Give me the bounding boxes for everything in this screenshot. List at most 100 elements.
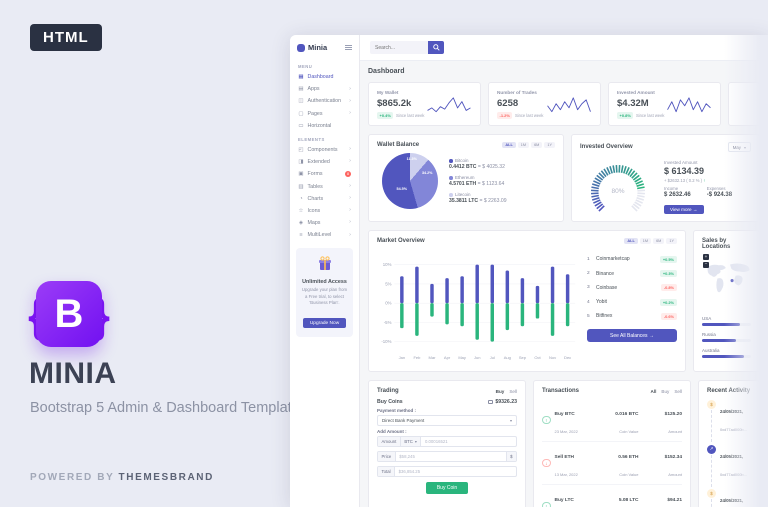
sidebar-item-multilevel[interactable]: ≡ MultiLevel ›: [290, 229, 359, 241]
amount-input[interactable]: 0.00016521: [424, 439, 448, 444]
sidebar-item-maps[interactable]: ◈ Maps ›: [290, 217, 359, 229]
tab-buy[interactable]: Buy: [495, 388, 505, 394]
rank-number: 2: [587, 271, 590, 277]
list-item[interactable]: 1 Coinmarketcap +0.5%: [587, 253, 677, 265]
sidebar-item-components[interactable]: ◰ Components ›: [290, 144, 359, 156]
svg-text:Feb: Feb: [413, 355, 421, 360]
zoom-in-button[interactable]: +: [703, 253, 709, 260]
delta-badge: +0.8%: [617, 111, 634, 119]
currency-select[interactable]: BTC ▾: [400, 437, 422, 446]
svg-text:Jan: Jan: [399, 355, 406, 360]
upgrade-card: Unlimited Access Upgrade your plan from …: [296, 248, 353, 337]
search-button[interactable]: [428, 41, 444, 54]
list-item[interactable]: 4 Yobit +0.2%: [587, 296, 677, 308]
legend-dot: [449, 193, 453, 197]
search-input[interactable]: [370, 41, 428, 54]
arrow-down-circle-icon: ↓: [542, 458, 551, 468]
transaction-row[interactable]: ↑ Buy BTC 23 Mar, 2022 0.016 BTC Coin Value $…: [542, 399, 682, 442]
legend-usd: = $ 1123.64: [476, 181, 505, 188]
invested-overview-card: Invested Overview May ▾ 80% Invested Amo…: [571, 134, 760, 222]
filter-1y-button[interactable]: 1Y: [666, 238, 677, 245]
legend-usd: = $ 4025.32: [476, 164, 505, 171]
progress-fill: [702, 323, 741, 326]
buy-coins-label: Buy Coins: [377, 399, 403, 405]
location-name: Australia: [702, 348, 720, 353]
activity-icon: $: [707, 489, 716, 498]
sidebar-item-label: Tables: [307, 183, 323, 190]
change-badge: +0.2%: [659, 298, 677, 306]
activity-item[interactable]: ↗ 24/05/2021, 0xd77ad000b...: [707, 444, 751, 487]
sidebar-item-apps[interactable]: ▤ Apps ›: [290, 83, 359, 95]
upgrade-now-button[interactable]: Upgrade Now: [302, 318, 347, 329]
payment-method-value: Direct Bank Payment: [382, 418, 425, 423]
income-value: $ 2632.46: [664, 192, 691, 199]
filter-all-button[interactable]: ALL: [624, 238, 638, 245]
sidebar-item-label: Forms: [307, 171, 323, 178]
market-bar-chart: 10% 5% 0% -5% -10% Jan Feb Mar Apr May Jun Jul Aug Se…: [381, 263, 576, 360]
extended-icon: ◨: [298, 159, 304, 166]
components-icon: ◰: [298, 147, 304, 154]
buy-coin-button[interactable]: Buy Coin: [425, 482, 469, 494]
svg-text:-5%: -5%: [384, 320, 392, 325]
sidebar-item-horizontal[interactable]: ▭ Horizontal: [290, 120, 359, 132]
upgrade-title: Unlimited Access: [302, 279, 347, 286]
sidebar-item-extended[interactable]: ◨ Extended ›: [290, 156, 359, 168]
view-more-button[interactable]: View more →: [664, 205, 704, 215]
filter-6m-button[interactable]: 6M: [653, 238, 665, 245]
search-bar: [370, 41, 444, 54]
exchange-name: Coinbase: [596, 284, 618, 291]
progress-track: [702, 339, 751, 342]
app-logo[interactable]: Minia: [290, 35, 359, 59]
tab-all[interactable]: All: [650, 388, 657, 394]
list-item[interactable]: 2 Binance +0.3%: [587, 268, 677, 280]
total-addon: Total: [378, 467, 396, 476]
see-all-balances-button[interactable]: See All Balances →: [587, 329, 677, 343]
wallet-legend: Bitcoin 0.4412 BTC = $ 4025.32 Ethereum …: [449, 158, 555, 204]
sidebar-item-authentication[interactable]: ◫ Authentication ›: [290, 95, 359, 107]
transaction-row[interactable]: ↑Buy LTC14 Mar, 20225.08 LTCCoin Value$9…: [542, 485, 682, 507]
horizontal-icon: ▭: [298, 122, 304, 129]
filter-1m-button[interactable]: 1M: [517, 142, 530, 149]
sidebar-item-pages[interactable]: ▢ Pages ›: [290, 108, 359, 120]
payment-method-select[interactable]: Direct Bank Payment ▾: [377, 415, 517, 426]
tab-buy[interactable]: Buy: [661, 388, 670, 394]
sidebar-item-icons[interactable]: ☆ Icons ›: [290, 205, 359, 217]
activity-item[interactable]: $24/05/2021,0xd77ad000b...: [707, 489, 751, 507]
filter-all-button[interactable]: ALL: [502, 142, 516, 149]
activity-hash: 0xd77ad000b...: [720, 427, 747, 432]
sidebar-item-charts[interactable]: ◔ Charts ›: [290, 193, 359, 205]
transactions-list: ↑ Buy BTC 23 Mar, 2022 0.016 BTC Coin Value $…: [542, 399, 682, 507]
sidebar-item-label: Charts: [307, 195, 324, 202]
activity-item[interactable]: $24/05/2021,0xd77ad000b...: [707, 400, 751, 442]
legend-item-ethereum: Ethereum 4.5701 ETH = $ 1123.64: [449, 175, 555, 187]
filter-1y-button[interactable]: 1Y: [544, 142, 555, 149]
filter-1m-button[interactable]: 1M: [639, 238, 652, 245]
tab-sell[interactable]: Sell: [674, 388, 682, 394]
filter-6m-button[interactable]: 6M: [531, 142, 543, 149]
price-input[interactable]: $58,245: [399, 454, 415, 459]
pages-icon: ▢: [298, 110, 304, 117]
sidebar-item-tables[interactable]: ▥ Tables ›: [290, 181, 359, 193]
list-item[interactable]: 3 Coinbase -0.8%: [587, 282, 677, 294]
legend-item-bitcoin: Bitcoin 0.4412 BTC = $ 4025.32: [449, 158, 555, 170]
svg-text:Jul: Jul: [490, 355, 495, 360]
activity-hash: 0xd77ad000b...: [720, 471, 747, 477]
brand-subtitle: Bootstrap 5 Admin & Dashboard Template: [30, 400, 300, 416]
change-badge: +0.5%: [659, 255, 677, 263]
row-trading-transactions: Trading Buy Sell Buy Coins $9326.23 Paym…: [368, 380, 760, 507]
legend-usd: = $ 2263.09: [478, 198, 507, 205]
legend-name: Ethereum: [455, 175, 475, 181]
sidebar-item-forms[interactable]: ▣ Forms 8: [290, 168, 359, 180]
period-select[interactable]: May ▾: [727, 142, 751, 152]
legend-amount: 0.4412 BTC: [449, 164, 477, 171]
transaction-row[interactable]: ↓ Sell ETH 13 Mar, 2022 0.56 ETH Coin Value $…: [542, 442, 682, 485]
zoom-out-button[interactable]: −: [703, 261, 709, 268]
menu-toggle-icon[interactable]: [345, 44, 352, 51]
location-russia: Russia: [702, 332, 751, 342]
legend-amount: 4.5701 ETH: [449, 181, 477, 188]
sidebar-item-dashboard[interactable]: ▦ Dashboard: [290, 71, 359, 83]
sidebar-item-label: Apps: [307, 86, 320, 93]
total-input[interactable]: $36,854.25: [398, 469, 421, 474]
tab-sell[interactable]: Sell: [509, 388, 517, 394]
list-item[interactable]: 5 Bitfinex -0.6%: [587, 310, 677, 322]
